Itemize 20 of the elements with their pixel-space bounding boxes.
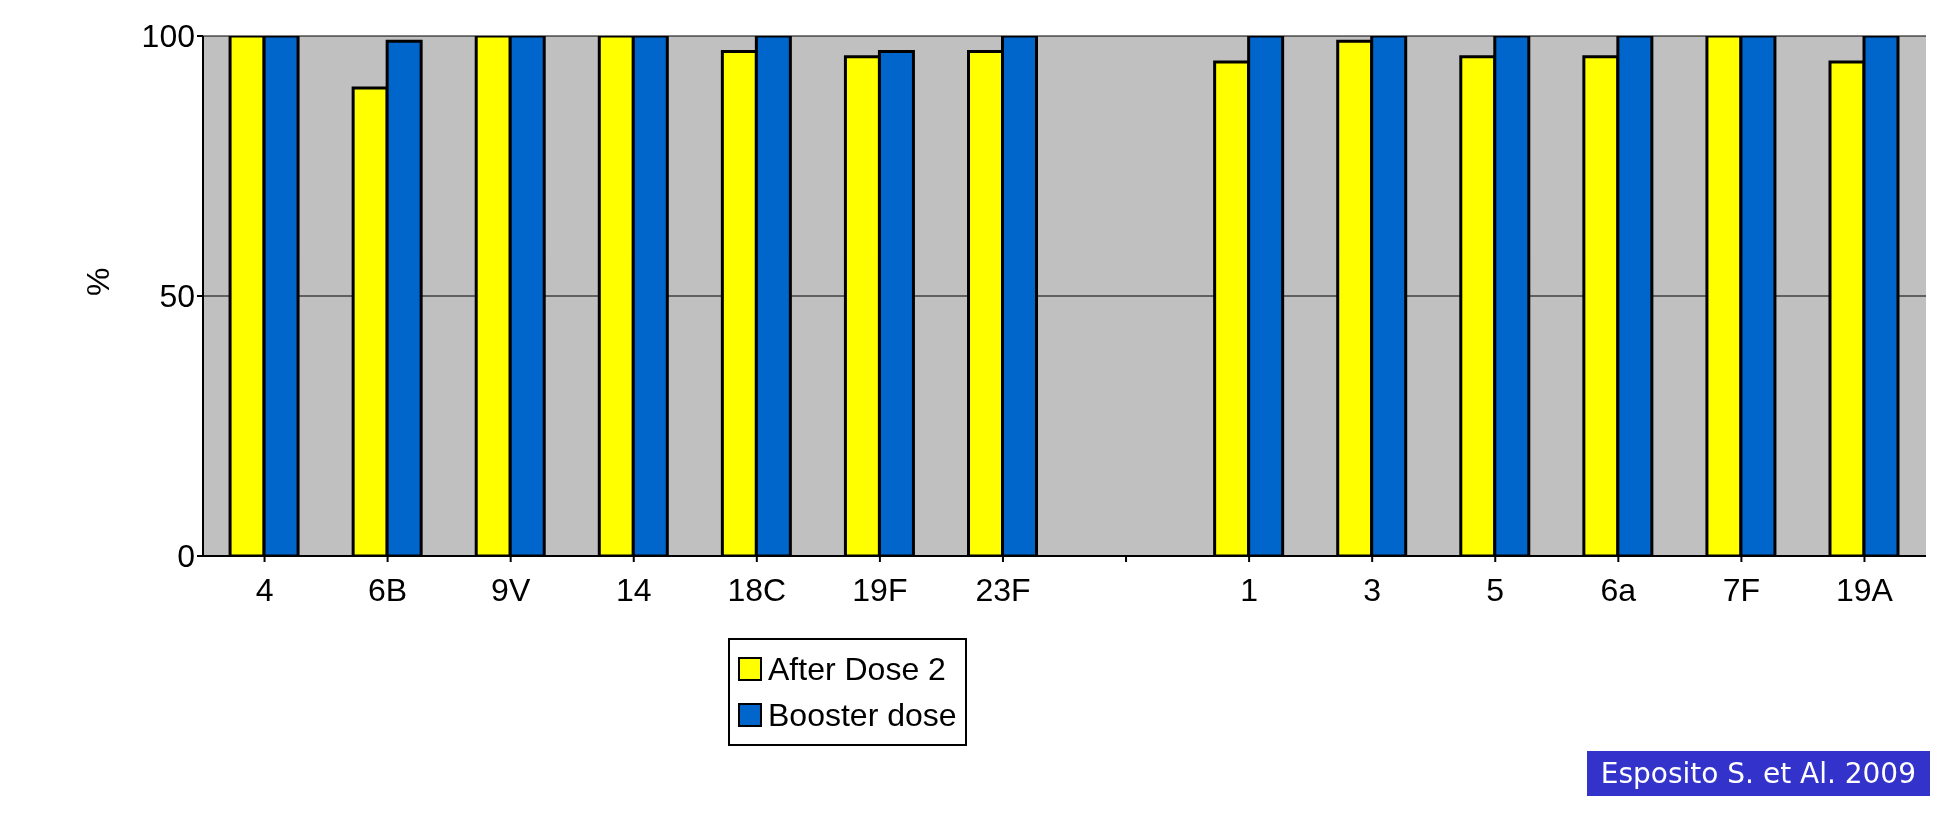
y-tick-label: 0 xyxy=(177,538,195,575)
text: Esposito S. et Al. 2009 xyxy=(1586,751,1930,796)
x-tick-label: 4 xyxy=(255,571,274,608)
x-tick-label: 6B xyxy=(368,571,408,608)
y-axis-title: % xyxy=(80,267,117,296)
x-tick-label: 14 xyxy=(615,571,652,608)
legend-label: Booster dose xyxy=(767,696,957,735)
x-tick-label: 18C xyxy=(727,571,787,608)
x-tick-label: 19F xyxy=(852,571,908,608)
x-tick-label: 6a xyxy=(1600,571,1637,608)
x-tick-label: 1 xyxy=(1240,571,1259,608)
x-tick-label: 3 xyxy=(1363,571,1382,608)
x-tick-label: 23F xyxy=(975,571,1031,608)
x-tick-label: 9V xyxy=(491,571,531,608)
x-tick-label: 19A xyxy=(1836,571,1894,608)
y-tick-label: 100 xyxy=(141,18,195,55)
x-tick-label: 7F xyxy=(1722,571,1761,608)
y-tick-label: 50 xyxy=(159,278,195,315)
x-tick-label: 5 xyxy=(1486,571,1505,608)
legend-label: After Dose 2 xyxy=(767,650,947,689)
